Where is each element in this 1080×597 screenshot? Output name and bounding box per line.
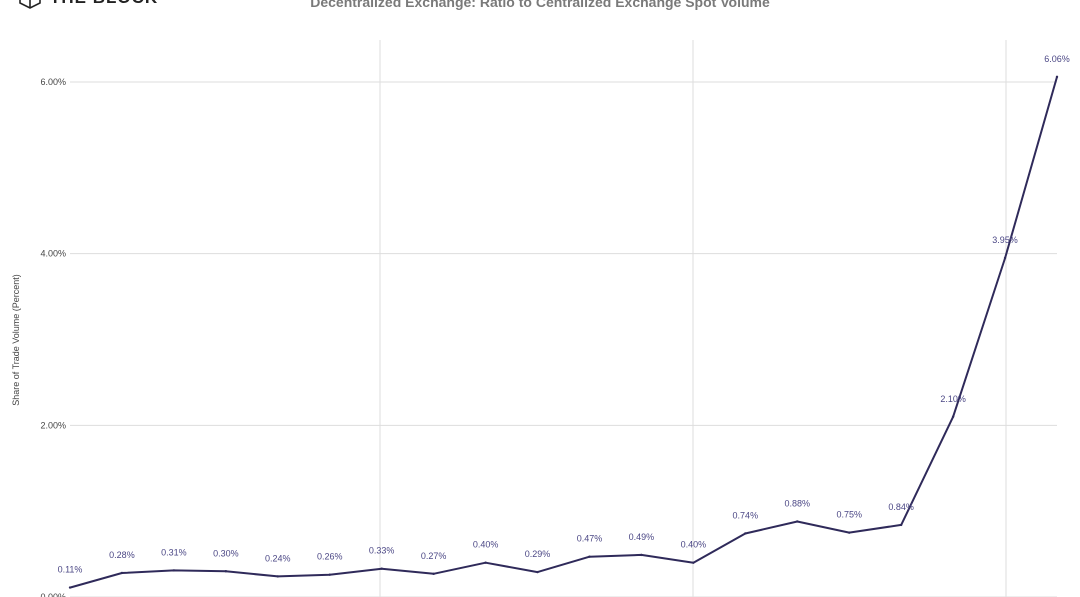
data-label: 0.28% — [109, 550, 135, 560]
data-label: 3.95% — [992, 235, 1018, 245]
data-label: 0.31% — [161, 547, 187, 557]
cube-icon — [19, 0, 41, 9]
data-point — [536, 570, 539, 574]
y-tick-label: 0.00% — [40, 592, 66, 597]
horizontal-gridlines — [70, 81, 1057, 597]
y-tick-label: 6.00% — [40, 77, 66, 87]
data-point — [276, 575, 279, 578]
data-label: 0.74% — [733, 510, 759, 520]
series-layer — [68, 75, 1059, 589]
data-label: 0.88% — [784, 498, 810, 508]
data-point — [588, 555, 591, 558]
data-point — [848, 531, 851, 534]
vertical-gridlines — [379, 40, 1007, 597]
chart-title: Decentralized Exchange: Ratio to Central… — [310, 0, 770, 10]
data-labels-layer: 0.11% 0.28% 0.31% 0.30% 0.24% 0.26% 0.33% 0.27%… — [58, 54, 1070, 575]
data-point — [484, 561, 487, 564]
data-point — [328, 573, 331, 576]
brand-logo: THE BLOCK — [18, 0, 158, 10]
data-label: 0.24% — [265, 553, 291, 563]
data-point — [172, 569, 176, 572]
data-point — [1055, 75, 1059, 79]
data-label: 0.40% — [681, 540, 707, 550]
y-tick-label: 4.00% — [40, 249, 66, 259]
data-point — [224, 570, 228, 573]
data-label: 0.47% — [577, 534, 603, 544]
data-label: 0.11% — [58, 565, 83, 575]
data-label: 2.10% — [940, 394, 966, 404]
data-point — [120, 571, 124, 575]
data-point — [380, 567, 383, 570]
data-point — [692, 561, 695, 564]
data-label: 0.29% — [525, 549, 551, 559]
data-point — [899, 523, 903, 527]
data-point — [640, 553, 643, 557]
data-label: 0.33% — [369, 546, 395, 556]
data-point — [796, 520, 799, 523]
data-point — [1003, 256, 1007, 260]
data-point — [744, 532, 747, 535]
data-label: 0.49% — [629, 532, 655, 542]
y-axis-ticks: 0.00% 2.00% 4.00% 6.00% — [40, 77, 66, 597]
data-label: 0.30% — [213, 548, 239, 558]
data-label: 0.75% — [836, 510, 862, 520]
data-label: 0.26% — [317, 552, 343, 562]
series-line — [69, 76, 1058, 589]
data-label: 0.84% — [888, 502, 914, 512]
y-tick-label: 2.00% — [40, 420, 66, 430]
data-point — [68, 586, 72, 589]
data-point — [432, 572, 435, 576]
data-label: 6.06% — [1044, 54, 1070, 64]
data-label: 0.40% — [473, 540, 499, 550]
data-label: 0.27% — [421, 551, 447, 561]
data-point — [951, 415, 955, 418]
brand-name: THE BLOCK — [50, 0, 158, 8]
y-axis-title: Share of Trade Volume (Percent) — [11, 274, 21, 406]
